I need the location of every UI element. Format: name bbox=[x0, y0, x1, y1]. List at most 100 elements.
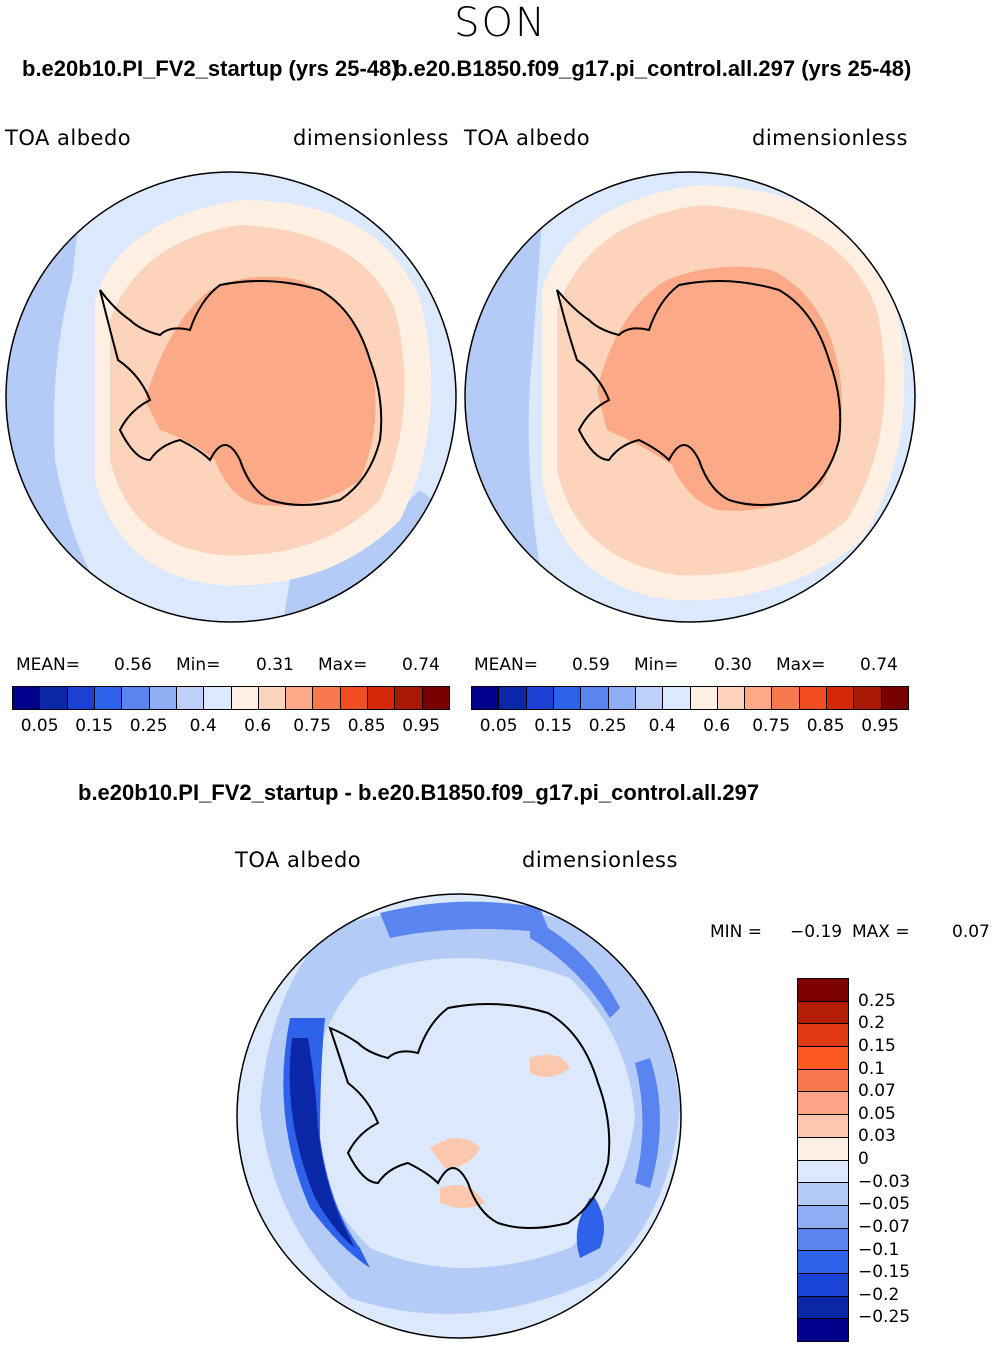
colorbar-swatch bbox=[635, 687, 664, 709]
colorbar-tick-label: 0.05 bbox=[858, 1103, 896, 1124]
colorbar-swatch bbox=[798, 1024, 848, 1048]
colorbar-swatch bbox=[798, 1251, 848, 1274]
colorbar-tick-label: 0.6 bbox=[703, 716, 731, 736]
left-polar-map bbox=[5, 171, 457, 623]
colorbar-tick-label: 0 bbox=[858, 1149, 869, 1169]
colorbar-tick-label: 0.15 bbox=[534, 716, 573, 736]
left-units-label: dimensionless bbox=[293, 126, 449, 150]
colorbar-tick-label: 0.6 bbox=[244, 716, 272, 736]
colorbar-swatch bbox=[313, 687, 341, 709]
colorbar-tick-label: 0.25 bbox=[129, 716, 168, 736]
diff-band-positive-interior bbox=[430, 1138, 480, 1168]
diff-min-value: −0.19 bbox=[790, 922, 843, 942]
right-min-label: Min= bbox=[634, 655, 679, 675]
colorbar-swatch bbox=[94, 687, 123, 709]
colorbar-tick-label: 0.4 bbox=[648, 716, 676, 736]
map-frame bbox=[464, 171, 916, 623]
right-max-label: Max= bbox=[776, 655, 826, 675]
colorbar-swatch bbox=[581, 687, 609, 709]
colorbar-tick-label: 0.2 bbox=[858, 1013, 886, 1034]
antarctica-coastline bbox=[328, 1003, 611, 1229]
map-frame bbox=[5, 171, 457, 623]
diff-band-negative-east bbox=[635, 1058, 660, 1188]
colorbar-swatch bbox=[798, 1137, 848, 1161]
colorbar-tick-label: 0.75 bbox=[293, 716, 332, 736]
left-max-value: 0.74 bbox=[402, 655, 440, 675]
left-min-label: Min= bbox=[176, 655, 221, 675]
colorbar-tick-label: −0.05 bbox=[858, 1194, 911, 1215]
colorbar-swatch bbox=[204, 687, 232, 709]
colorbar-tick-label: 0.05 bbox=[479, 716, 518, 736]
colorbar-tick-label: 0.4 bbox=[189, 716, 217, 736]
colorbar-tick-label: 0.05 bbox=[20, 716, 59, 736]
colorbar-swatch bbox=[854, 687, 882, 709]
colorbar-swatch bbox=[745, 687, 773, 709]
colorbar-swatch bbox=[526, 687, 554, 709]
right-mean-label: MEAN= bbox=[474, 655, 538, 675]
diff-title: b.e20b10.PI_FV2_startup - b.e20.B1850.f0… bbox=[78, 780, 760, 805]
left-colorbar bbox=[12, 686, 450, 710]
right-variable-label: TOA albedo bbox=[464, 126, 591, 150]
right-min-value: 0.30 bbox=[714, 655, 752, 675]
albedo-band-0.85 bbox=[145, 276, 376, 506]
right-colorbar bbox=[471, 686, 909, 710]
colorbar-swatch bbox=[798, 1047, 848, 1070]
colorbar-tick-label: 0.03 bbox=[858, 1126, 896, 1147]
colorbar-swatch bbox=[798, 1069, 848, 1093]
colorbar-swatch bbox=[798, 1183, 848, 1206]
diff-band-strong-negative-west bbox=[289, 1038, 355, 1248]
colorbar-swatch bbox=[798, 1296, 848, 1320]
diff-max-value: 0.07 bbox=[952, 922, 990, 942]
colorbar-swatch bbox=[798, 1319, 848, 1341]
antarctica-coastline bbox=[556, 280, 842, 506]
colorbar-swatch bbox=[286, 687, 314, 709]
colorbar-swatch bbox=[368, 687, 396, 709]
colorbar-tick-label: 0.85 bbox=[347, 716, 386, 736]
colorbar-swatch bbox=[231, 687, 259, 709]
diff-band-positive-south bbox=[440, 1185, 485, 1208]
antarctica-coastline bbox=[99, 280, 383, 506]
colorbar-swatch bbox=[422, 687, 449, 709]
colorbar-swatch bbox=[40, 687, 68, 709]
colorbar-tick-label: −0.03 bbox=[858, 1171, 911, 1192]
right-run-title: b.e20.B1850.f09_g17.pi_control.all.297 (… bbox=[394, 56, 912, 81]
colorbar-tick-label: 0.25 bbox=[588, 716, 627, 736]
season-title: SON bbox=[454, 0, 547, 46]
colorbar-swatch bbox=[690, 687, 718, 709]
colorbar-tick-label: −0.2 bbox=[858, 1284, 900, 1305]
colorbar-swatch bbox=[798, 1092, 848, 1116]
colorbar-swatch bbox=[258, 687, 287, 709]
left-mean-label: MEAN= bbox=[16, 655, 80, 675]
colorbar-swatch bbox=[799, 687, 828, 709]
diff-band-negative-northeast bbox=[530, 918, 620, 1018]
colorbar-tick-label: −0.15 bbox=[858, 1262, 911, 1283]
left-min-value: 0.31 bbox=[256, 655, 294, 675]
colorbar-swatch bbox=[122, 687, 150, 709]
colorbar-tick-label: 0.95 bbox=[861, 716, 900, 736]
colorbar-tick-label: 0.15 bbox=[858, 1035, 896, 1056]
colorbar-swatch bbox=[13, 687, 41, 709]
left-run-title: b.e20b10.PI_FV2_startup (yrs 25-48) bbox=[22, 56, 399, 81]
colorbar-swatch bbox=[798, 1001, 848, 1025]
colorbar-swatch bbox=[553, 687, 582, 709]
diff-band-positive-east bbox=[530, 1054, 570, 1077]
colorbar-tick-label: 0.1 bbox=[858, 1058, 886, 1079]
colorbar-swatch bbox=[608, 687, 636, 709]
colorbar-swatch bbox=[798, 1205, 848, 1229]
colorbar-swatch bbox=[798, 1273, 848, 1297]
diff-units-label: dimensionless bbox=[522, 848, 678, 872]
colorbar-swatch bbox=[798, 1228, 848, 1252]
colorbar-tick-label: 0.75 bbox=[752, 716, 791, 736]
colorbar-swatch bbox=[67, 687, 95, 709]
colorbar-tick-label: −0.25 bbox=[858, 1307, 911, 1328]
colorbar-tick-label: 0.25 bbox=[858, 990, 896, 1011]
colorbar-tick-label: 0.85 bbox=[806, 716, 845, 736]
right-max-value: 0.74 bbox=[860, 655, 898, 675]
colorbar-swatch bbox=[472, 687, 500, 709]
colorbar-swatch bbox=[340, 687, 369, 709]
colorbar-tick-label: 0.95 bbox=[402, 716, 441, 736]
diff-colorbar bbox=[797, 978, 849, 1342]
colorbar-swatch bbox=[798, 1115, 848, 1138]
colorbar-swatch bbox=[176, 687, 205, 709]
left-max-label: Max= bbox=[318, 655, 368, 675]
